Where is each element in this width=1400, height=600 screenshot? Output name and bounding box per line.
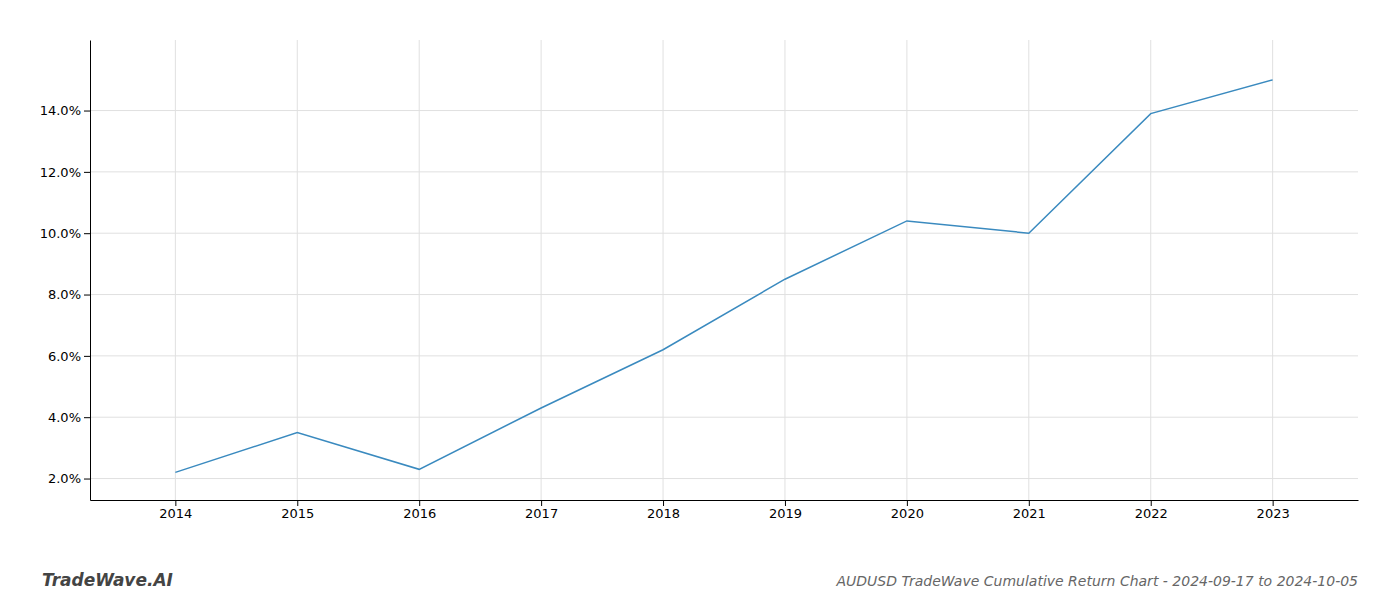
tick: 12.0%	[40, 165, 90, 180]
tick: 10.0%	[40, 226, 90, 241]
tick-label: 4.0%	[48, 410, 81, 425]
tick-mark	[84, 172, 90, 173]
y-axis: 2.0% 4.0% 6.0% 8.0% 10.0% 12.0% 14.0%	[40, 41, 91, 501]
tick-label: 2017	[525, 506, 558, 521]
grid-line	[90, 171, 1358, 172]
tick-label: 10.0%	[40, 226, 81, 241]
grid-line	[419, 40, 420, 500]
tick-label: 2.0%	[48, 471, 81, 486]
tick: 2022	[1135, 500, 1168, 521]
grid-line	[90, 478, 1358, 479]
tick: 6.0%	[48, 349, 90, 364]
tick: 2.0%	[48, 471, 90, 486]
grid-line	[541, 40, 542, 500]
tick-label: 2023	[1257, 506, 1290, 521]
tick: 2017	[525, 500, 558, 521]
line	[175, 80, 1272, 473]
tick-mark	[1151, 500, 1152, 506]
tick-label: 8.0%	[48, 287, 81, 302]
tick-mark	[907, 500, 908, 506]
title: AUDUSD TradeWave Cumulative Return Chart…	[835, 573, 1358, 589]
plot-area: 2014 2015 2016 2017 2018 2019 2020 2021 2022 2023…	[40, 40, 1359, 521]
tick: 2015	[281, 500, 314, 521]
grid-line	[90, 294, 1358, 295]
x-axis: 2014 2015 2016 2017 2018 2019 2020 2021 2022 2023	[91, 500, 1359, 521]
grid-line	[663, 40, 664, 500]
tick-mark	[419, 500, 420, 506]
tick-label: 2014	[159, 506, 192, 521]
grid	[90, 40, 1358, 500]
grid-line	[175, 40, 176, 500]
tick-label: 2020	[891, 506, 924, 521]
tick: 14.0%	[40, 103, 90, 118]
tick-mark	[84, 479, 90, 480]
axis-line	[91, 500, 1359, 501]
tick-mark	[663, 500, 664, 506]
tick-mark	[84, 295, 90, 296]
grid-line	[297, 40, 298, 500]
tick: 4.0%	[48, 410, 90, 425]
tick-mark	[84, 111, 90, 112]
marks	[175, 80, 1272, 473]
tick: 2020	[891, 500, 924, 521]
tick: 2018	[647, 500, 680, 521]
tick-label: 2018	[647, 506, 680, 521]
axis-line	[90, 41, 91, 501]
tick-label: 2019	[769, 506, 802, 521]
tick-label: 2015	[281, 506, 314, 521]
tick-label: 2016	[403, 506, 436, 521]
grid-line	[90, 417, 1358, 418]
tick-label: 2022	[1135, 506, 1168, 521]
tick-label: 14.0%	[40, 103, 81, 118]
tick: 2019	[769, 500, 802, 521]
tick-mark	[1029, 500, 1030, 506]
tick-label: 6.0%	[48, 349, 81, 364]
grid-line	[784, 40, 785, 500]
grid-line	[1028, 40, 1029, 500]
tick: 8.0%	[48, 287, 90, 302]
tick: 2021	[1013, 500, 1046, 521]
grid-line	[1150, 40, 1151, 500]
watermark: TradeWave.AI	[42, 570, 173, 590]
tick-mark	[175, 500, 176, 506]
tick-label: 12.0%	[40, 165, 81, 180]
tick-mark	[541, 500, 542, 506]
tick-mark	[785, 500, 786, 506]
chart: 2014 2015 2016 2017 2018 2019 2020 2021 2022 2023…	[0, 0, 1400, 600]
tick-mark	[297, 500, 298, 506]
tick-mark	[1273, 500, 1274, 506]
tick-mark	[84, 233, 90, 234]
tick: 2023	[1257, 500, 1290, 521]
grid-line	[90, 110, 1358, 111]
grid-line	[1272, 40, 1273, 500]
tick: 2016	[403, 500, 436, 521]
grid-line	[90, 233, 1358, 234]
tick-label: 2021	[1013, 506, 1046, 521]
grid-line	[90, 355, 1358, 356]
tick-mark	[84, 417, 90, 418]
grid-line	[906, 40, 907, 500]
tick-mark	[84, 356, 90, 357]
tick: 2014	[159, 500, 192, 521]
